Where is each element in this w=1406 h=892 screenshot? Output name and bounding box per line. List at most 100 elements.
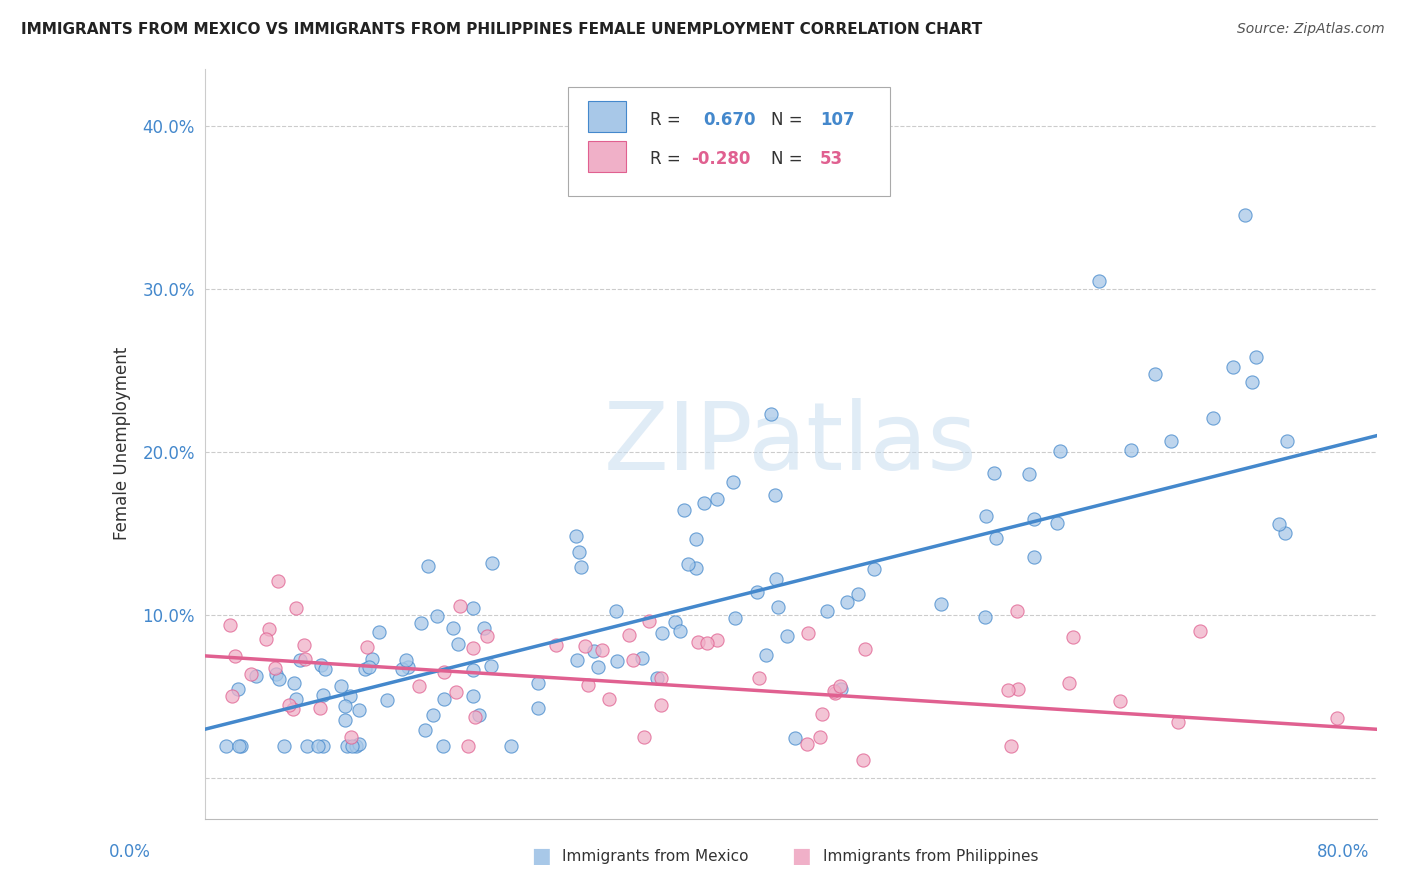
- Point: [339, 689, 361, 703]
- Point: [815, 604, 838, 618]
- Point: [245, 669, 267, 683]
- Point: [229, 739, 252, 753]
- Point: [273, 739, 295, 753]
- Point: [811, 706, 834, 721]
- Point: [398, 659, 420, 673]
- Point: [219, 617, 242, 632]
- Point: [395, 653, 418, 667]
- Point: [605, 604, 627, 618]
- Text: 0.670: 0.670: [703, 111, 755, 128]
- Text: R =: R =: [650, 151, 681, 169]
- Text: ZIPatlas: ZIPatlas: [605, 398, 977, 490]
- Point: [285, 601, 308, 615]
- Point: [221, 689, 243, 703]
- Point: [637, 614, 659, 628]
- Point: [288, 653, 311, 667]
- Point: [441, 621, 464, 635]
- Point: [544, 639, 567, 653]
- Point: [986, 531, 1008, 545]
- Point: [1057, 675, 1080, 690]
- Point: [408, 679, 430, 693]
- Point: [295, 739, 318, 753]
- Point: [467, 708, 489, 723]
- Point: [447, 637, 470, 651]
- Text: 53: 53: [820, 151, 844, 169]
- Point: [464, 710, 486, 724]
- Point: [706, 491, 728, 506]
- Point: [335, 699, 357, 714]
- Text: N =: N =: [770, 151, 803, 169]
- Point: [432, 739, 454, 753]
- Point: [391, 662, 413, 676]
- Point: [1046, 516, 1069, 530]
- Point: [375, 693, 398, 707]
- Point: [846, 587, 869, 601]
- Point: [808, 731, 831, 745]
- Point: [586, 660, 609, 674]
- Point: [347, 703, 370, 717]
- Point: [976, 508, 998, 523]
- Point: [266, 667, 288, 681]
- Point: [1160, 434, 1182, 448]
- Point: [215, 739, 238, 753]
- Point: [583, 644, 606, 658]
- Text: IMMIGRANTS FROM MEXICO VS IMMIGRANTS FROM PHILIPPINES FEMALE UNEMPLOYMENT CORREL: IMMIGRANTS FROM MEXICO VS IMMIGRANTS FRO…: [21, 22, 983, 37]
- Text: ■: ■: [531, 847, 551, 866]
- Point: [425, 608, 447, 623]
- Point: [356, 640, 378, 655]
- Point: [367, 624, 389, 639]
- Point: [461, 601, 484, 615]
- Point: [409, 615, 432, 630]
- Point: [606, 654, 628, 668]
- Point: [565, 528, 588, 542]
- Point: [444, 685, 467, 699]
- Point: [759, 407, 782, 421]
- Point: [785, 731, 807, 746]
- Point: [828, 680, 851, 694]
- Point: [1244, 350, 1267, 364]
- Point: [1049, 444, 1071, 458]
- Point: [264, 661, 287, 675]
- Point: [267, 672, 290, 686]
- Point: [1018, 467, 1040, 482]
- Point: [1188, 624, 1211, 639]
- FancyBboxPatch shape: [588, 101, 626, 132]
- Point: [354, 662, 377, 676]
- Point: [673, 503, 696, 517]
- Point: [651, 626, 673, 640]
- Point: [568, 544, 591, 558]
- Point: [630, 650, 652, 665]
- Point: [309, 657, 332, 672]
- Point: [974, 610, 997, 624]
- Point: [574, 640, 596, 654]
- Point: [347, 737, 370, 751]
- Point: [314, 662, 336, 676]
- Point: [1222, 360, 1244, 375]
- Point: [1109, 693, 1132, 707]
- Point: [342, 739, 364, 753]
- Point: [696, 635, 718, 649]
- Point: [340, 731, 363, 745]
- Text: -0.280: -0.280: [692, 151, 751, 169]
- Point: [294, 651, 316, 665]
- Point: [1326, 711, 1348, 725]
- Point: [292, 638, 315, 652]
- Point: [569, 560, 592, 574]
- Point: [1277, 434, 1299, 449]
- Point: [706, 633, 728, 648]
- Point: [863, 562, 886, 576]
- Point: [475, 629, 498, 643]
- Point: [526, 676, 548, 690]
- Point: [1022, 512, 1045, 526]
- Point: [1274, 526, 1296, 541]
- Point: [650, 698, 672, 712]
- Point: [267, 574, 290, 588]
- Point: [239, 666, 262, 681]
- Point: [526, 701, 548, 715]
- Point: [418, 558, 440, 573]
- Point: [278, 698, 301, 713]
- Point: [853, 641, 876, 656]
- Point: [307, 739, 329, 753]
- Point: [1202, 411, 1225, 425]
- Point: [983, 467, 1005, 481]
